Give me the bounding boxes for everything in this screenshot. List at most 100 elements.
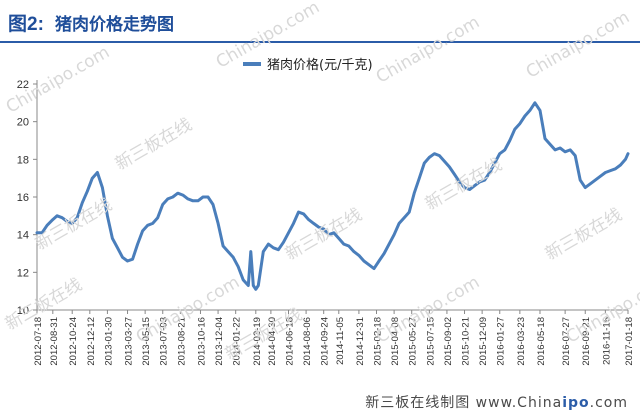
data-point [302, 212, 305, 216]
title-rule [0, 41, 640, 43]
data-point [563, 150, 567, 153]
data-point [433, 152, 436, 155]
data-point [337, 237, 340, 240]
series-line-0 [35, 101, 630, 291]
data-point [423, 161, 426, 165]
x-tick-label: 2015-07-15 [425, 317, 436, 366]
data-point [181, 193, 185, 197]
data-point [292, 222, 295, 225]
data-point [267, 242, 270, 246]
data-point [111, 237, 114, 240]
x-tick-label: 2016-03-23 [516, 317, 527, 366]
data-point [548, 143, 552, 146]
x-tick-label: 2016-11-16 [601, 317, 612, 365]
x-tick-label: 2013-08-21 [176, 317, 187, 366]
data-point [463, 186, 466, 189]
data-point [468, 188, 471, 191]
data-point [367, 263, 371, 266]
data-point [254, 288, 257, 291]
data-point [262, 250, 265, 253]
figure-number: 图2: [8, 14, 44, 35]
x-tick-label: 2015-12-09 [478, 317, 489, 366]
x-tick-label: 2016-05-18 [536, 317, 547, 366]
x-tick-label: 2012-07-18 [33, 317, 44, 366]
data-point [206, 195, 210, 199]
data-point [609, 169, 612, 172]
data-point [553, 148, 557, 152]
price-chart: 10 12 14 16 18 20 22 2012-07-18 2012-08-31 2012-1… [17, 57, 635, 366]
data-point [448, 165, 451, 169]
data-point [81, 201, 84, 204]
y-tick-label: 22 [17, 79, 29, 91]
data-point [101, 186, 104, 189]
data-point [438, 154, 441, 157]
data-point [161, 203, 164, 206]
data-point [242, 278, 245, 282]
x-tick-label: 2012-12-12 [86, 317, 97, 366]
data-point [357, 254, 361, 257]
data-point [201, 195, 205, 199]
data-point [579, 178, 582, 182]
data-point [408, 210, 411, 214]
data-point [362, 259, 366, 263]
footer-bold: ipo [562, 395, 590, 411]
x-tick-label: 2013-12-04 [214, 317, 225, 366]
data-point [473, 184, 476, 187]
data-point [503, 148, 506, 152]
data-point [569, 148, 572, 152]
data-point [543, 137, 547, 140]
x-tick-label: 2015-02-18 [373, 317, 384, 366]
x-tick-label: 2014-11-05 [335, 317, 346, 365]
data-point [249, 250, 252, 253]
data-point [483, 178, 486, 182]
data-point [66, 220, 69, 223]
data-point [508, 139, 511, 142]
x-tick-label: 2013-10-16 [196, 317, 207, 366]
x-tick-label: 2014-01-22 [232, 317, 243, 366]
data-point [136, 242, 139, 246]
data-point [257, 284, 260, 287]
data-point [478, 180, 481, 184]
data-point [186, 197, 190, 201]
data-point [252, 284, 255, 287]
data-point [71, 222, 74, 225]
data-point [594, 178, 597, 182]
data-point [382, 252, 386, 255]
data-point [513, 128, 516, 131]
x-tick-label: 2014-06-18 [284, 317, 295, 366]
data-point [518, 122, 522, 125]
data-point [307, 218, 310, 221]
data-point [418, 177, 421, 180]
data-point [166, 197, 169, 201]
data-point [614, 167, 617, 170]
data-point [191, 199, 195, 202]
data-point [176, 192, 179, 195]
x-tick-label: 2015-10-21 [461, 317, 472, 366]
x-tick-label: 2016-01-27 [496, 317, 507, 366]
x-tick-label: 2013-07-03 [159, 317, 170, 366]
data-point [584, 186, 587, 189]
data-point [121, 256, 124, 259]
data-point [443, 160, 446, 163]
data-point [574, 154, 577, 157]
data-point [106, 214, 109, 217]
data-point [599, 175, 602, 178]
y-tick-label: 18 [17, 154, 29, 166]
x-tick-label: 2015-09-02 [443, 317, 454, 366]
data-point [60, 216, 64, 219]
legend-label: 猪肉价格(元/千克) [267, 57, 373, 73]
data-point [317, 225, 320, 229]
data-point [533, 101, 537, 104]
x-tick-label: 2014-12-31 [355, 317, 366, 366]
data-point [347, 244, 350, 248]
data-point [35, 231, 39, 234]
data-point [377, 259, 381, 263]
data-point [196, 199, 200, 202]
x-tick-label: 2012-10-24 [68, 317, 79, 366]
data-point [332, 231, 335, 234]
x-tick-label: 2014-08-06 [302, 317, 313, 366]
data-point [116, 246, 119, 249]
data-point [55, 214, 59, 217]
data-point [372, 267, 376, 270]
data-point [126, 259, 129, 263]
